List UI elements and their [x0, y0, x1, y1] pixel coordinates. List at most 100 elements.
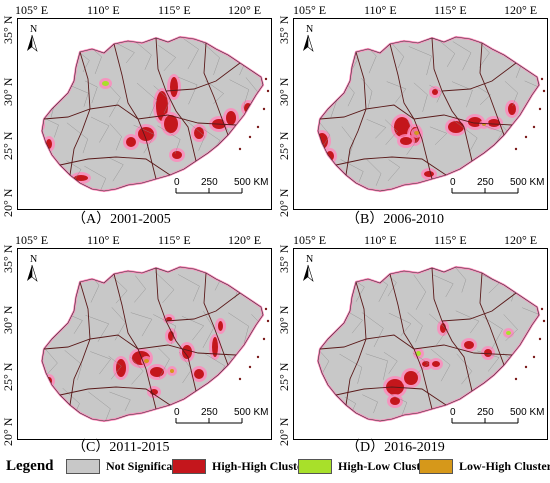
x-tick-105: 105° E [15, 3, 49, 17]
province-line [165, 62, 241, 92]
county-line [390, 41, 405, 69]
county-line [475, 38, 490, 68]
x-tick-120: 120° E [228, 233, 262, 247]
legend-label: Not Significant [106, 459, 184, 473]
county-line [84, 165, 107, 191]
scale-label: 0 [450, 177, 456, 188]
county-line [42, 307, 60, 326]
county-line [319, 387, 333, 419]
county-line [452, 41, 472, 71]
legend-swatch [419, 459, 453, 474]
province-boundaries [319, 267, 517, 410]
province-boundaries [43, 267, 241, 410]
county-line [407, 312, 423, 343]
north-arrow-left [303, 265, 308, 281]
north-arrow-right [31, 264, 38, 282]
y-tick-20: 20° N [277, 188, 291, 217]
county-line [88, 391, 111, 421]
county-line [318, 157, 334, 181]
x-tick-110: 110° E [364, 3, 397, 17]
caption-a: （A）2001-2005 [72, 212, 171, 227]
county-line [388, 312, 412, 336]
province-line [43, 104, 237, 126]
island-dot [264, 77, 268, 81]
county-line [433, 274, 454, 298]
county-line [430, 348, 451, 382]
county-line [112, 41, 135, 64]
cluster-area [150, 367, 164, 377]
cluster-area [324, 391, 332, 399]
county-line [108, 272, 128, 304]
north-arrow-left [303, 35, 308, 51]
north-arrow-left [27, 265, 32, 281]
legend-title: Legend [6, 458, 54, 474]
y-tick-35: 35° N [1, 244, 15, 273]
scale-label: 250 [477, 407, 494, 418]
cluster-layer [318, 86, 519, 180]
cluster-area [464, 341, 474, 349]
island-dot [238, 377, 242, 381]
island-dot [266, 319, 270, 323]
county-line [108, 355, 122, 380]
cluster-area [170, 369, 174, 373]
county-line [183, 38, 199, 70]
x-tick-105: 105° E [15, 233, 49, 247]
cluster-area [424, 171, 434, 177]
island-dot [256, 355, 260, 359]
legend-item-high-low: High-Low Cluster [298, 459, 431, 474]
island-dot [532, 355, 536, 359]
y-tick-25: 25° N [277, 362, 291, 391]
province-line [203, 272, 229, 366]
province-line [389, 43, 433, 180]
county-line [455, 267, 467, 293]
province-line [335, 156, 447, 176]
county-line [413, 274, 427, 310]
province-line [479, 272, 505, 366]
island-dot [248, 135, 252, 139]
north-arrow-left [27, 35, 32, 51]
cluster-area [448, 121, 464, 133]
cluster-area [400, 137, 412, 145]
county-line [361, 77, 373, 109]
county-line [85, 315, 110, 342]
scale-label: 0 [174, 407, 180, 418]
province-line [113, 43, 157, 180]
scale-label: 500 KM [510, 177, 544, 188]
province-line [335, 386, 447, 406]
county-line [455, 310, 480, 334]
y-tick-30: 30° N [1, 305, 15, 334]
caption-d: （D）2016-2019 [346, 440, 445, 455]
cluster-area [194, 369, 204, 379]
north-arrow-icon: N [303, 24, 314, 52]
province-boundaries [319, 37, 517, 180]
province-line [59, 386, 171, 406]
county-line [412, 352, 429, 375]
county-line [523, 270, 539, 297]
legend-label: High-High Cluster [212, 459, 308, 473]
map-frame-d: N 0 250 500 KM [293, 248, 548, 440]
caption-b: （B）2006-2010 [346, 212, 444, 227]
cluster-area [144, 359, 149, 363]
island-dot [538, 337, 542, 341]
county-line [453, 120, 478, 152]
island-dot [524, 365, 528, 369]
north-arrow-icon: N [303, 254, 314, 282]
north-label: N [306, 254, 313, 265]
county-line [157, 125, 181, 154]
county-line [524, 80, 539, 110]
x-tick-120: 120° E [504, 233, 538, 247]
province-line [59, 156, 171, 176]
island-dot [238, 147, 242, 151]
county-line [42, 43, 55, 65]
north-arrow-right [31, 34, 38, 52]
county-line [109, 391, 131, 411]
x-tick-105: 105° E [293, 3, 327, 17]
island-dot [248, 365, 252, 369]
map-a: N 0 250 500 KM [27, 24, 270, 194]
y-tick-25: 25° N [1, 362, 15, 391]
cluster-area [416, 351, 421, 356]
island-dot [532, 125, 536, 129]
cluster-area [432, 89, 438, 95]
x-tick-115: 115° E [434, 233, 467, 247]
cluster-area [172, 151, 182, 159]
